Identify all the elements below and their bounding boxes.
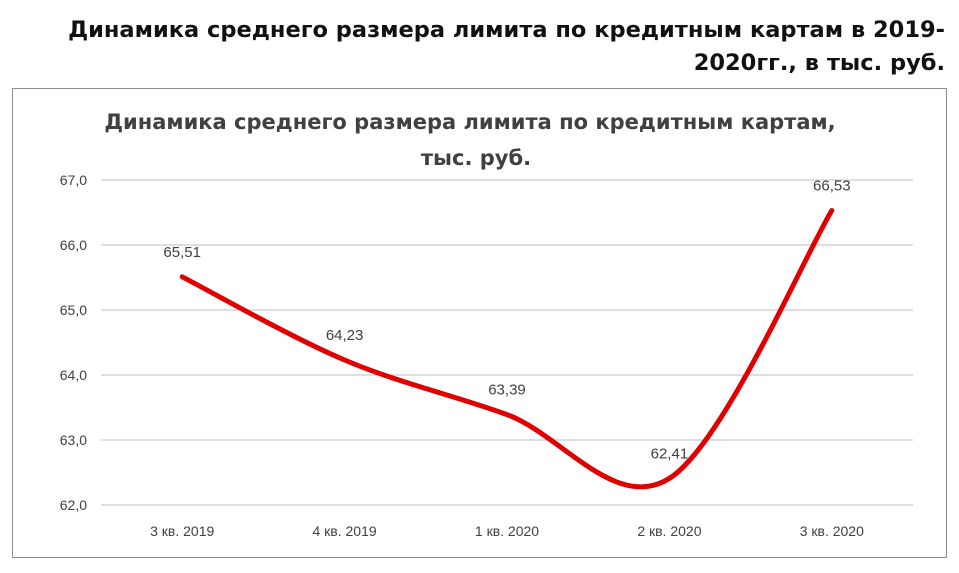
data-label: 64,23 [326, 327, 364, 344]
gridlines [101, 179, 913, 506]
x-tick-label: 1 кв. 2020 [475, 523, 539, 539]
y-tick-label: 67,0 [60, 172, 87, 188]
page-title: Динамика среднего размера лимита по кред… [68, 17, 945, 76]
data-label: 66,53 [813, 178, 851, 195]
data-point [668, 477, 670, 479]
data-point [181, 276, 183, 278]
y-tick-label: 65,0 [60, 302, 87, 318]
y-tick-label: 63,0 [60, 432, 87, 448]
y-tick-label: 62,0 [60, 497, 87, 513]
data-point [831, 210, 833, 212]
x-tick-label: 3 кв. 2019 [150, 523, 214, 539]
x-tick-label: 3 кв. 2020 [800, 523, 864, 539]
x-tick-label: 2 кв. 2020 [637, 523, 701, 539]
chart-title-line-1: Динамика среднего размера лимита по кред… [104, 110, 835, 134]
y-tick-label: 64,0 [60, 367, 87, 383]
data-point [506, 414, 508, 416]
data-label: 62,41 [651, 445, 689, 462]
chart-frame: Динамика среднего размера лимита по кред… [12, 88, 947, 558]
y-axis-ticks: 62,0 63,0 64,0 65,0 66,0 67,0 [60, 172, 87, 513]
x-axis-ticks: 3 кв. 2019 4 кв. 2019 1 кв. 2020 2 кв. 2020… [150, 523, 864, 539]
y-tick-label: 66,0 [60, 237, 87, 253]
chart-title-line-2: тыс. руб. [421, 146, 531, 170]
x-tick-label: 4 кв. 2019 [313, 523, 377, 539]
data-point [344, 359, 346, 361]
line-chart: Динамика среднего размера лимита по кред… [60, 110, 913, 539]
series-line-path [179, 208, 835, 490]
data-labels: 65,51 64,23 63,39 62,41 66,53 [163, 178, 850, 463]
data-label: 63,39 [488, 382, 526, 399]
series-line [179, 208, 835, 490]
data-label: 65,51 [163, 244, 201, 261]
